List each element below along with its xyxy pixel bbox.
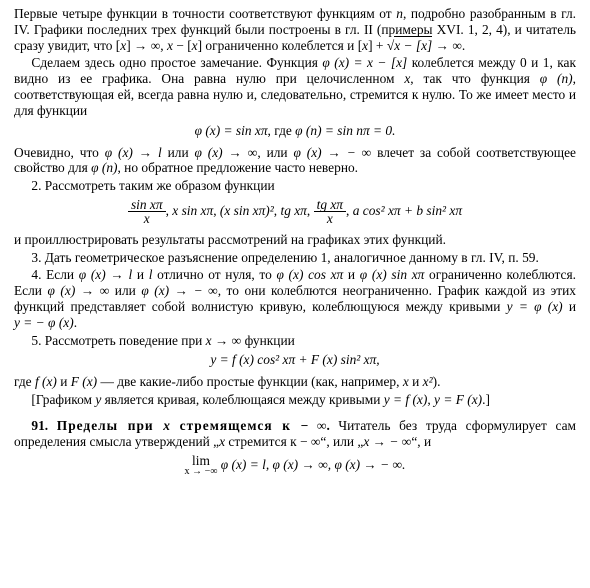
text: 5. Рассмотреть поведение при	[31, 333, 205, 348]
text: Очевидно, что	[14, 145, 105, 160]
sqrt-body: x − [x]	[394, 36, 432, 53]
text: функции	[241, 333, 295, 348]
math-expression: y = φ (x)	[507, 299, 563, 314]
math-expression: F (x)	[71, 374, 97, 389]
numerator: sin xπ	[128, 198, 166, 211]
text: “, и	[411, 434, 431, 449]
text: или	[162, 145, 195, 160]
separator: ,	[346, 203, 353, 218]
lim-top: lim	[185, 454, 218, 467]
text: стремится к − ∞“, или „	[225, 434, 363, 449]
equation-lhs: φ (x) = sin xπ	[195, 123, 268, 138]
math-expression: f (x)	[35, 374, 57, 389]
math-var: x²	[423, 374, 433, 389]
text: стремящемся к	[170, 418, 301, 433]
display-equation-3: lim x → −∞ φ (x) = l, φ (x) → ∞, φ (x) →…	[14, 454, 576, 477]
math-expression: a cos² xπ + b sin² xπ	[353, 203, 462, 218]
paragraph-9: где f (x) и F (x) — две какие-либо прост…	[14, 374, 576, 390]
math-expression: φ (x) → l	[105, 145, 162, 160]
text: где	[14, 374, 35, 389]
section-title: Пределы при x стремящемся к	[57, 418, 301, 433]
paragraph-5: и проиллюстрировать результаты рассмотре…	[14, 232, 576, 248]
text: → ∞.	[432, 38, 465, 53]
math-var: n	[396, 6, 403, 21]
math-expression: φ (n)	[540, 71, 573, 86]
text: .	[74, 315, 77, 330]
text: и	[409, 374, 423, 389]
section-91: 91. Пределы при x стремящемся к − ∞. Чит…	[14, 418, 576, 450]
paragraph-8: 5. Рассмотреть поведение при x → ∞ функц…	[14, 333, 576, 349]
text: − ∞.	[301, 418, 330, 433]
text: [Графиком	[31, 392, 95, 407]
sqrt-expression: √x − [x]	[387, 36, 432, 53]
math-expression: φ (x) = x − [x]	[322, 55, 407, 70]
paragraph-1: Первые четыре функции в точности соответ…	[14, 6, 576, 53]
text: и	[343, 267, 360, 282]
paragraph-4: 2. Рассмотреть таким же образом функции	[14, 178, 576, 194]
text: является кривая, колеблющаяся между крив…	[101, 392, 383, 407]
math-expression: φ (x) → l	[79, 267, 132, 282]
math-var: x	[163, 418, 170, 433]
text: ] +	[368, 38, 387, 53]
lim-bottom: x → −∞	[185, 467, 218, 477]
denominator: x	[128, 211, 166, 225]
math-expression: φ (x) → − ∞	[293, 145, 371, 160]
math-expression: φ (x) sin xπ	[360, 267, 425, 282]
paragraph-10: [Графиком y является кривая, колеблющаяс…	[14, 392, 576, 408]
display-equation-2: y = f (x) cos² xπ + F (x) sin² xπ,	[14, 352, 576, 368]
math-expression: φ (n)	[91, 160, 117, 175]
paragraph-6: 3. Дать геометрическое разъяснение опред…	[14, 250, 576, 266]
text: Первые четыре функции в точности соответ…	[14, 6, 396, 21]
separator: ,	[213, 203, 220, 218]
text: Пределы при	[57, 418, 163, 433]
page: Первые четыре функции в точности соответ…	[0, 0, 590, 588]
math-expression: φ (x) cos xπ	[276, 267, 343, 282]
display-function-list: sin xπx, x sin xπ, (x sin xπ)², tg xπ, t…	[14, 198, 576, 226]
math-expression: (x sin xπ)²	[220, 203, 274, 218]
math-expression: y = f (x)	[384, 392, 428, 407]
text: и	[57, 374, 71, 389]
equation-body: φ (x) = l, φ (x) → ∞, φ (x) → − ∞.	[217, 456, 405, 471]
math-expression: x sin xπ	[172, 203, 213, 218]
text: , где	[268, 123, 296, 138]
fraction: sin xπx	[128, 198, 166, 226]
math-expression: y = − φ (x)	[14, 315, 74, 330]
text: 4. Если	[31, 267, 78, 282]
text: — две какие-либо простые функции (как, н…	[97, 374, 403, 389]
text: ] ограниченно колеблется и [	[198, 38, 363, 53]
text: и	[563, 299, 576, 314]
math-expression: φ (x) → − ∞	[141, 283, 217, 298]
text: .]	[482, 392, 490, 407]
display-equation-1: φ (x) = sin xπ, где φ (n) = sin nπ = 0.	[14, 123, 576, 139]
fraction: tg xπx	[314, 198, 346, 226]
text: − [	[173, 38, 192, 53]
denominator: x	[314, 211, 346, 225]
paragraph-3: Очевидно, что φ (x) → l или φ (x) → ∞, и…	[14, 145, 576, 177]
paragraph-7: 4. Если φ (x) → l и l отлично от нуля, т…	[14, 267, 576, 330]
text: , но обратное предложение часто неверно.	[117, 160, 358, 175]
math-expression: tg xπ	[280, 203, 306, 218]
text: и	[132, 267, 149, 282]
text: , так что функция	[410, 71, 539, 86]
text: отлично от нуля, то	[152, 267, 276, 282]
section-number: 91.	[31, 418, 48, 433]
limit-operator: lim x → −∞	[185, 454, 218, 477]
text: или	[109, 283, 141, 298]
math-expression: φ (x) → ∞	[48, 283, 110, 298]
math-expression: x → − ∞	[363, 434, 411, 449]
text: Сделаем здесь одно простое замечание. Фу…	[31, 55, 322, 70]
numerator: tg xπ	[314, 198, 346, 211]
text: ).	[433, 374, 441, 389]
math-expression: y = F (x)	[434, 392, 482, 407]
math-expression: φ (x) → ∞	[195, 145, 258, 160]
text: ] → ∞,	[126, 38, 167, 53]
equation-rhs: φ (n) = sin nπ = 0.	[295, 123, 395, 138]
text: , или	[257, 145, 293, 160]
math-expression: x → ∞	[206, 333, 242, 348]
paragraph-2: Сделаем здесь одно простое замечание. Фу…	[14, 55, 576, 118]
separator: ,	[307, 203, 314, 218]
